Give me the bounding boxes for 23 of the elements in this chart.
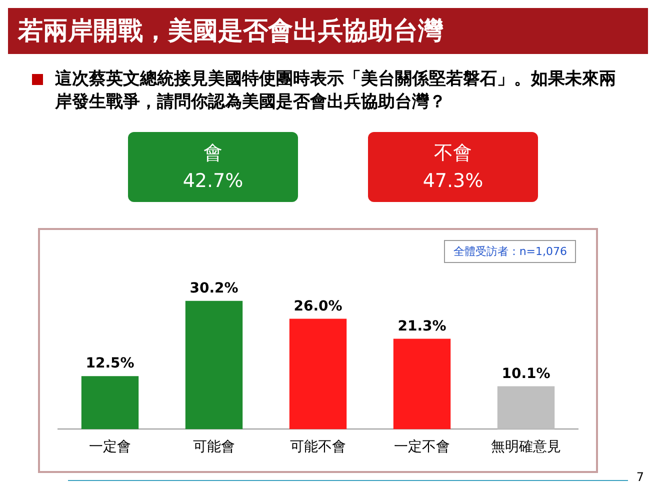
chart-title: 若兩岸開戰，美國是否會出兵協助台灣	[8, 8, 648, 54]
bar	[81, 376, 139, 430]
text: 會	[202, 141, 224, 166]
text: 42.7%	[182, 169, 244, 194]
data-label: 26.0%	[294, 298, 342, 314]
bar	[289, 318, 347, 430]
x-tick-label: 一定不會	[394, 439, 450, 456]
x-tick-label: 一定會	[89, 439, 131, 456]
bar	[393, 338, 451, 430]
x-tick-label: 無明確意見	[491, 439, 561, 456]
data-label: 30.2%	[190, 280, 238, 297]
x-tick-label: 可能會	[193, 439, 235, 456]
x-tick-label: 可能不會	[290, 439, 346, 456]
text: 7	[636, 470, 644, 484]
bar	[497, 386, 555, 430]
bar	[185, 300, 243, 430]
text: 47.3%	[422, 169, 484, 194]
data-label: 21.3%	[398, 318, 446, 334]
chart-subtitle: 這次蔡英文總統接見美國特使團時表示「美台關係堅若磐石」。如果未來兩岸發生戰爭，請問你認為美國是否會出兵協助台灣？	[55, 68, 617, 114]
data-label: 10.1%	[502, 366, 550, 382]
text: 不會	[433, 141, 473, 166]
data-label: 12.5%	[86, 356, 134, 372]
text: 全體受訪者：n=1,076	[444, 240, 576, 263]
